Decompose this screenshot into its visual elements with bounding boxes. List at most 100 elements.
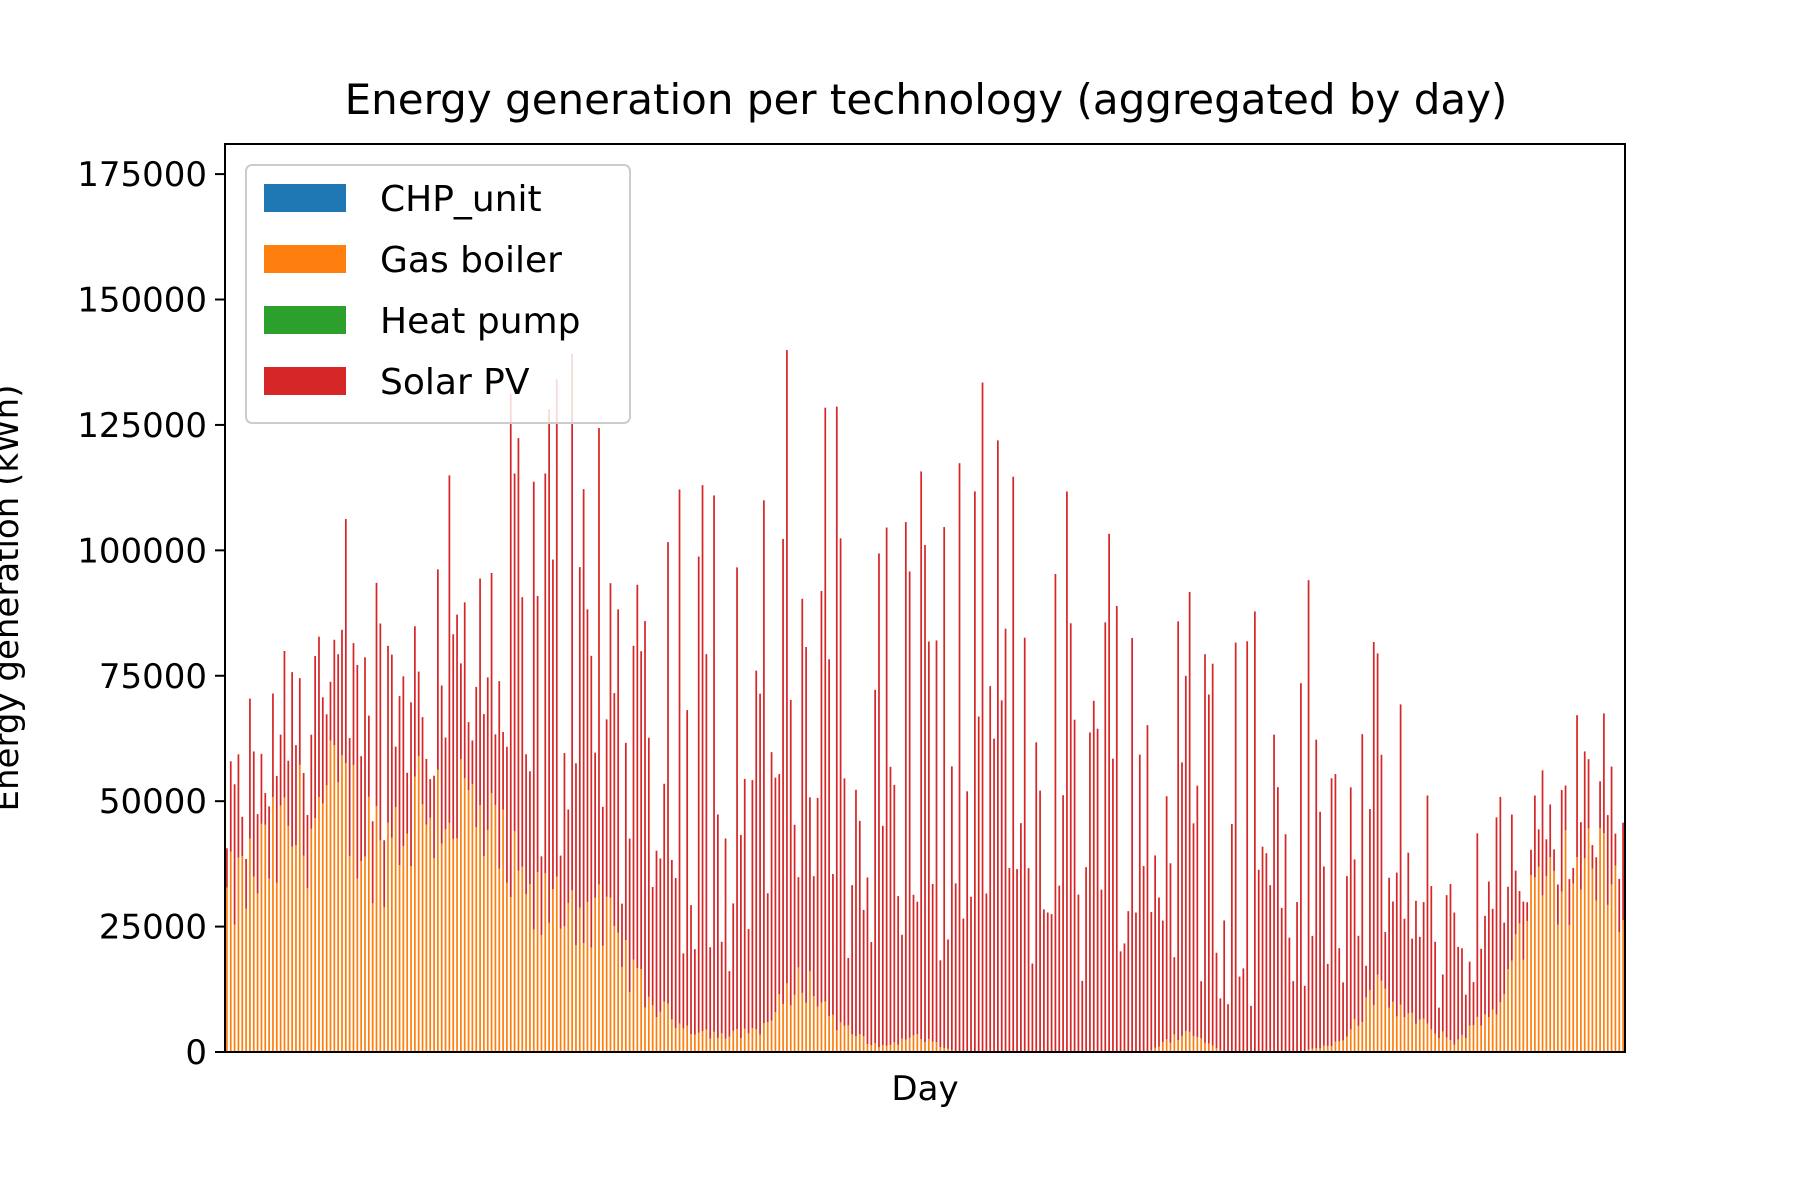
bar-gas-boiler xyxy=(555,876,558,1052)
bar-gas-boiler xyxy=(249,838,251,1052)
bar-solar-pv xyxy=(924,544,926,1042)
bar-gas-boiler xyxy=(740,1037,742,1052)
legend-swatch-chp-unit xyxy=(264,184,346,212)
bar-solar-pv xyxy=(617,609,620,933)
bar-gas-boiler xyxy=(655,1017,658,1052)
bar-solar-pv xyxy=(1273,734,1275,1052)
bar-solar-pv xyxy=(1503,922,1506,995)
bar-gas-boiler xyxy=(417,756,420,1052)
bar-solar-pv xyxy=(1346,876,1348,1037)
bar-solar-pv xyxy=(674,878,677,1029)
bar-gas-boiler xyxy=(360,861,363,1052)
bar-gas-boiler xyxy=(743,1028,746,1052)
bar-solar-pv xyxy=(694,949,696,1035)
bar-solar-pv xyxy=(298,678,301,765)
bar-gas-boiler xyxy=(540,935,543,1052)
bar-solar-pv xyxy=(805,646,807,1003)
bar-solar-pv xyxy=(425,758,428,825)
legend-box xyxy=(245,164,631,424)
legend-label-gas-boiler: Gas boiler xyxy=(380,240,562,281)
bar-gas-boiler xyxy=(536,872,539,1052)
bar-gas-boiler xyxy=(1564,830,1567,1052)
bar-solar-pv xyxy=(843,778,846,1026)
bar-solar-pv xyxy=(1138,754,1141,1052)
bar-solar-pv xyxy=(667,542,669,1004)
bar-gas-boiler xyxy=(348,855,351,1052)
bar-solar-pv xyxy=(1549,804,1552,858)
bar-gas-boiler xyxy=(552,889,554,1052)
bar-gas-boiler xyxy=(1484,1014,1486,1052)
bar-solar-pv xyxy=(329,681,332,741)
bar-gas-boiler xyxy=(295,845,297,1052)
bar-solar-pv xyxy=(295,745,297,845)
bar-solar-pv xyxy=(390,654,393,838)
bar-solar-pv xyxy=(1342,982,1344,1041)
bar-gas-boiler xyxy=(636,968,639,1052)
bar-gas-boiler xyxy=(939,1047,942,1052)
bar-gas-boiler xyxy=(375,806,378,1052)
bar-gas-boiler xyxy=(302,855,305,1052)
bar-solar-pv xyxy=(452,634,455,839)
bar-gas-boiler xyxy=(352,764,355,1052)
bars-group xyxy=(226,350,1624,1052)
bar-gas-boiler xyxy=(586,901,589,1052)
bar-solar-pv xyxy=(993,738,995,1052)
bar-gas-boiler xyxy=(1599,828,1601,1052)
bar-solar-pv xyxy=(632,645,635,960)
bar-solar-pv xyxy=(931,883,934,1042)
bar-solar-pv xyxy=(1012,476,1015,1052)
bar-solar-pv xyxy=(947,939,949,1049)
bar-solar-pv xyxy=(1307,580,1310,1050)
bar-solar-pv xyxy=(529,771,531,884)
bar-solar-pv xyxy=(624,742,627,941)
bar-solar-pv xyxy=(364,657,366,857)
bar-solar-pv xyxy=(1564,785,1567,831)
bar-solar-pv xyxy=(498,681,501,869)
bar-solar-pv xyxy=(356,664,359,879)
bar-solar-pv xyxy=(855,789,857,1037)
y-tick-label: 150000 xyxy=(77,281,207,321)
bar-solar-pv xyxy=(229,761,232,852)
bar-gas-boiler xyxy=(1349,1029,1352,1052)
bar-gas-boiler xyxy=(486,829,489,1052)
bar-gas-boiler xyxy=(371,903,374,1052)
bar-gas-boiler xyxy=(410,866,412,1052)
bar-gas-boiler xyxy=(862,1036,865,1052)
bar-gas-boiler xyxy=(1372,1005,1375,1052)
bar-solar-pv xyxy=(943,527,946,1048)
bar-gas-boiler xyxy=(1606,904,1609,1052)
bar-gas-boiler xyxy=(1399,1004,1402,1052)
bar-gas-boiler xyxy=(287,825,290,1052)
bar-solar-pv xyxy=(1169,863,1172,1043)
bar-solar-pv xyxy=(306,815,309,889)
bar-gas-boiler xyxy=(755,1029,758,1052)
bar-solar-pv xyxy=(360,756,363,862)
bar-gas-boiler xyxy=(832,1014,834,1052)
bar-solar-pv xyxy=(471,740,474,784)
bar-solar-pv xyxy=(1277,787,1279,1052)
y-axis-label: Energy generation (kWh) xyxy=(0,385,27,812)
bar-solar-pv xyxy=(1510,814,1513,961)
y-tick-label: 125000 xyxy=(77,406,207,446)
bar-solar-pv xyxy=(1622,822,1624,921)
bar-solar-pv xyxy=(241,816,244,857)
bar-gas-boiler xyxy=(1487,1017,1490,1052)
bar-solar-pv xyxy=(1407,852,1410,1014)
bar-gas-boiler xyxy=(1211,1045,1214,1052)
bar-solar-pv xyxy=(1338,948,1341,1042)
bar-solar-pv xyxy=(406,772,409,834)
bar-solar-pv xyxy=(1077,894,1080,1052)
bar-solar-pv xyxy=(1246,641,1249,1052)
bar-gas-boiler xyxy=(609,897,612,1052)
bar-solar-pv xyxy=(989,686,992,1052)
bar-gas-boiler xyxy=(356,878,359,1052)
bar-gas-boiler xyxy=(839,1022,842,1052)
legend-swatch-solar-pv xyxy=(264,367,346,395)
bar-solar-pv xyxy=(1046,912,1049,1052)
bar-gas-boiler xyxy=(433,858,435,1052)
bar-solar-pv xyxy=(939,960,942,1048)
bar-gas-boiler xyxy=(1346,1036,1348,1052)
bar-solar-pv xyxy=(1445,895,1448,1038)
bar-solar-pv xyxy=(1484,915,1486,1015)
bar-gas-boiler xyxy=(525,894,527,1052)
